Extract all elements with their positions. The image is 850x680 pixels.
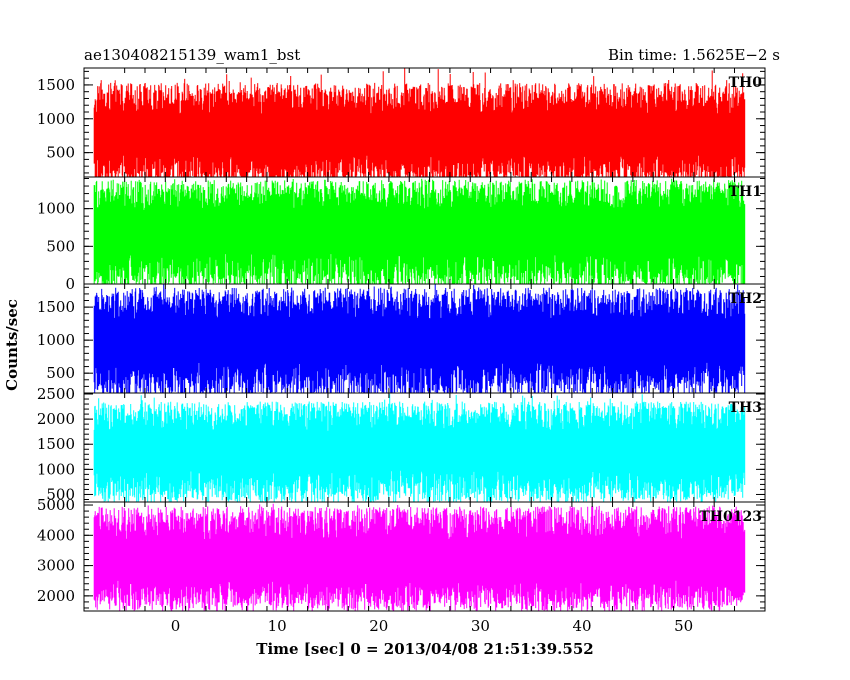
chart-header-left: ae130408215139_wam1_bst — [84, 46, 300, 64]
panel-th3: 500 1000 1500 2000 2500 TH3 — [37, 385, 766, 503]
y-tick-label: 500 — [46, 237, 75, 255]
chart-header-right: Bin time: 1.5625E−2 s — [608, 46, 780, 64]
panel-label-th3: TH3 — [729, 400, 762, 416]
x-tick-label: 40 — [572, 617, 591, 635]
x-axis-label: Time [sec] 0 = 2013/04/08 21:51:39.552 — [256, 640, 593, 658]
x-tick-label: 10 — [268, 617, 287, 635]
panel-th2: 500 1000 1500 TH2 — [37, 283, 766, 394]
y-tick-label: 500 — [46, 485, 75, 503]
x-tick-label: 20 — [369, 617, 388, 635]
y-tick-label: 1500 — [37, 435, 75, 453]
y-tick-label: 2000 — [37, 410, 75, 428]
y-tick-label: 1500 — [37, 76, 75, 94]
y-tick-label: 1000 — [37, 200, 75, 218]
panel-label-th0: TH0 — [729, 75, 763, 91]
y-tick-label: 1000 — [37, 460, 75, 478]
x-tick-label: 30 — [471, 617, 490, 635]
series-th1-trace — [93, 178, 746, 284]
series-th0-trace — [93, 68, 746, 177]
series-th3-trace — [93, 394, 746, 502]
y-tick-label: 4000 — [37, 526, 75, 544]
panel-th1: 0 500 1000 TH1 — [37, 176, 766, 293]
y-tick-label: 2500 — [37, 385, 75, 403]
y-tick-label: 1000 — [37, 331, 75, 349]
y-axis-label: Counts/sec — [3, 299, 21, 391]
y-tick-label: 2000 — [37, 587, 75, 605]
y-tick-label: 3000 — [37, 557, 75, 575]
y-tick-label: 1000 — [37, 110, 75, 128]
panel-label-th1: TH1 — [729, 184, 762, 200]
y-tick-label: 500 — [46, 364, 75, 382]
x-axis: 0 10 20 30 40 50 — [171, 617, 694, 635]
series-th0123-trace — [93, 503, 746, 611]
x-tick-label: 0 — [171, 617, 181, 635]
y-tick-label: 0 — [65, 275, 75, 293]
panel-th0123: 2000 3000 4000 5000 TH0123 — [37, 496, 766, 612]
y-tick-label: 500 — [46, 144, 75, 162]
panel-label-th0123: TH0123 — [699, 509, 762, 525]
series-th2-trace — [93, 284, 746, 393]
y-tick-label: 5000 — [37, 496, 75, 514]
panel-label-th2: TH2 — [729, 291, 762, 307]
y-tick-label: 1500 — [37, 298, 75, 316]
panel-frame — [83, 501, 766, 612]
panel-th0: 500 1000 1500 TH0 — [37, 67, 766, 178]
x-tick-label: 50 — [674, 617, 693, 635]
